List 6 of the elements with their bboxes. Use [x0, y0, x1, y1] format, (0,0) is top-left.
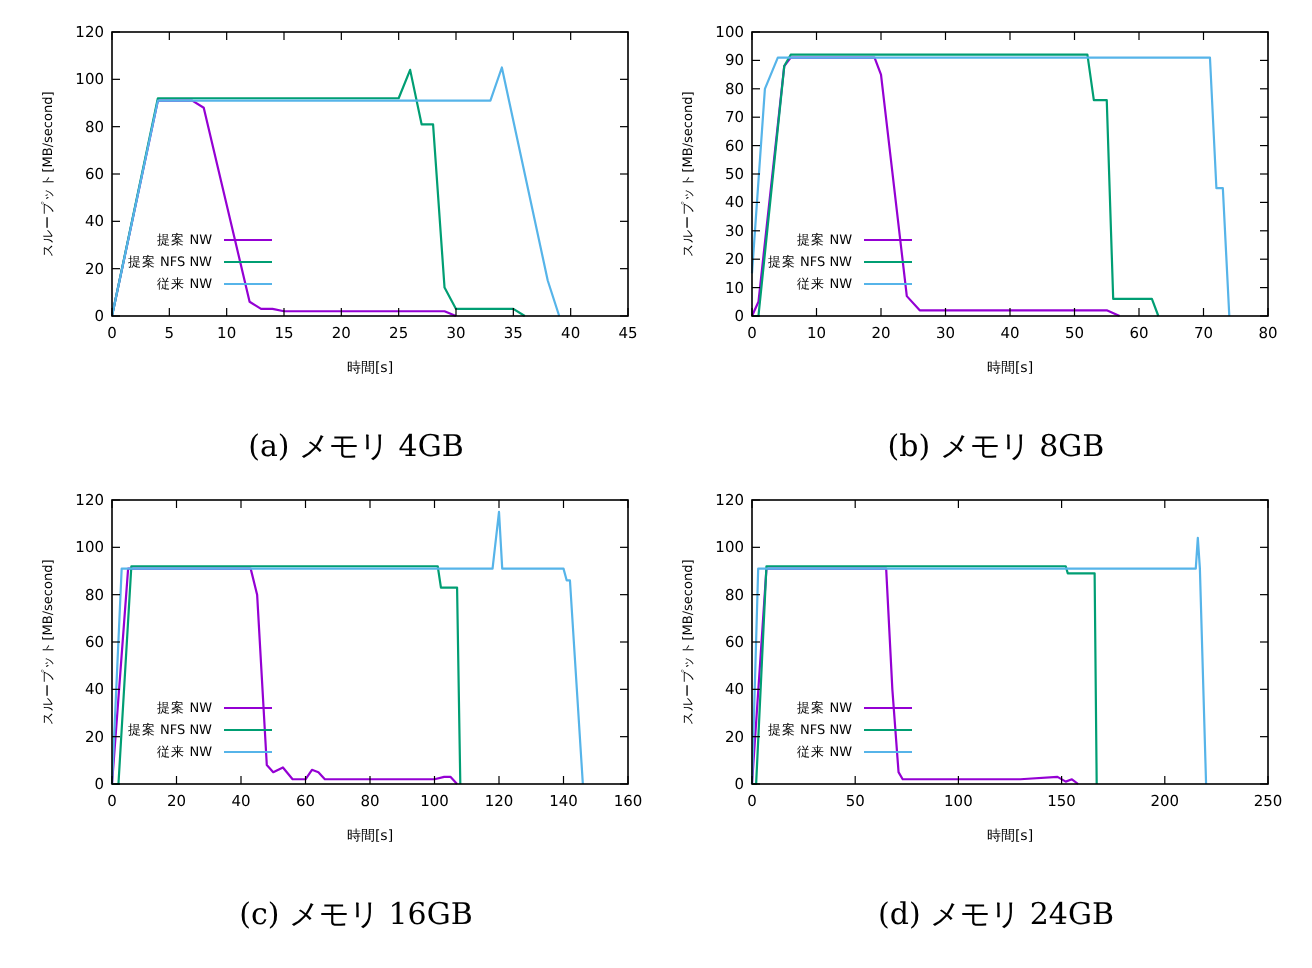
text: (a) メモリ 4GB [248, 428, 464, 464]
line-series [110, 510, 584, 786]
line-series [750, 56, 1231, 318]
text: (b) メモリ 8GB [887, 428, 1105, 464]
text: (c) メモリ 16GB [239, 896, 473, 932]
text: (d) メモリ 24GB [878, 896, 1114, 932]
